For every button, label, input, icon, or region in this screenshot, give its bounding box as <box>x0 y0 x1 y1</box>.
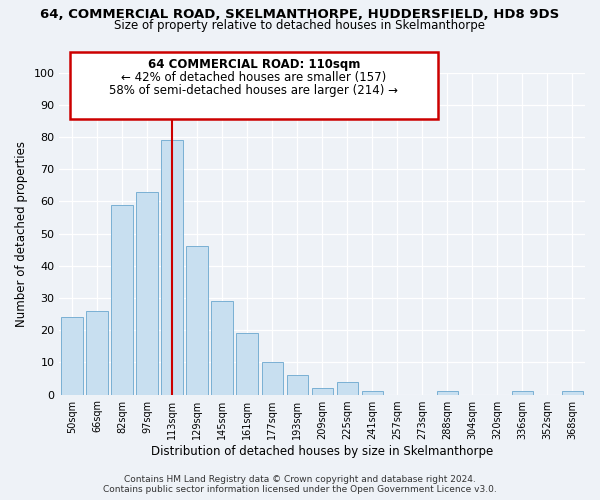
Bar <box>61 318 83 394</box>
Bar <box>512 392 533 394</box>
Bar <box>287 376 308 394</box>
Text: Size of property relative to detached houses in Skelmanthorpe: Size of property relative to detached ho… <box>115 19 485 32</box>
Bar <box>337 382 358 394</box>
Bar <box>187 246 208 394</box>
FancyBboxPatch shape <box>70 52 438 119</box>
Bar <box>161 140 182 394</box>
Bar <box>562 392 583 394</box>
Text: ← 42% of detached houses are smaller (157): ← 42% of detached houses are smaller (15… <box>121 71 386 84</box>
Bar <box>362 392 383 394</box>
Text: Contains HM Land Registry data © Crown copyright and database right 2024.
Contai: Contains HM Land Registry data © Crown c… <box>103 474 497 494</box>
Text: 64, COMMERCIAL ROAD, SKELMANTHORPE, HUDDERSFIELD, HD8 9DS: 64, COMMERCIAL ROAD, SKELMANTHORPE, HUDD… <box>40 8 560 20</box>
X-axis label: Distribution of detached houses by size in Skelmanthorpe: Distribution of detached houses by size … <box>151 444 493 458</box>
Bar <box>262 362 283 394</box>
Text: 64 COMMERCIAL ROAD: 110sqm: 64 COMMERCIAL ROAD: 110sqm <box>148 58 360 71</box>
Bar <box>236 334 258 394</box>
Bar <box>136 192 158 394</box>
Bar <box>311 388 333 394</box>
Y-axis label: Number of detached properties: Number of detached properties <box>15 140 28 326</box>
Bar <box>86 311 107 394</box>
Bar <box>112 204 133 394</box>
Bar <box>211 301 233 394</box>
Text: 58% of semi-detached houses are larger (214) →: 58% of semi-detached houses are larger (… <box>109 84 398 97</box>
Bar <box>437 392 458 394</box>
